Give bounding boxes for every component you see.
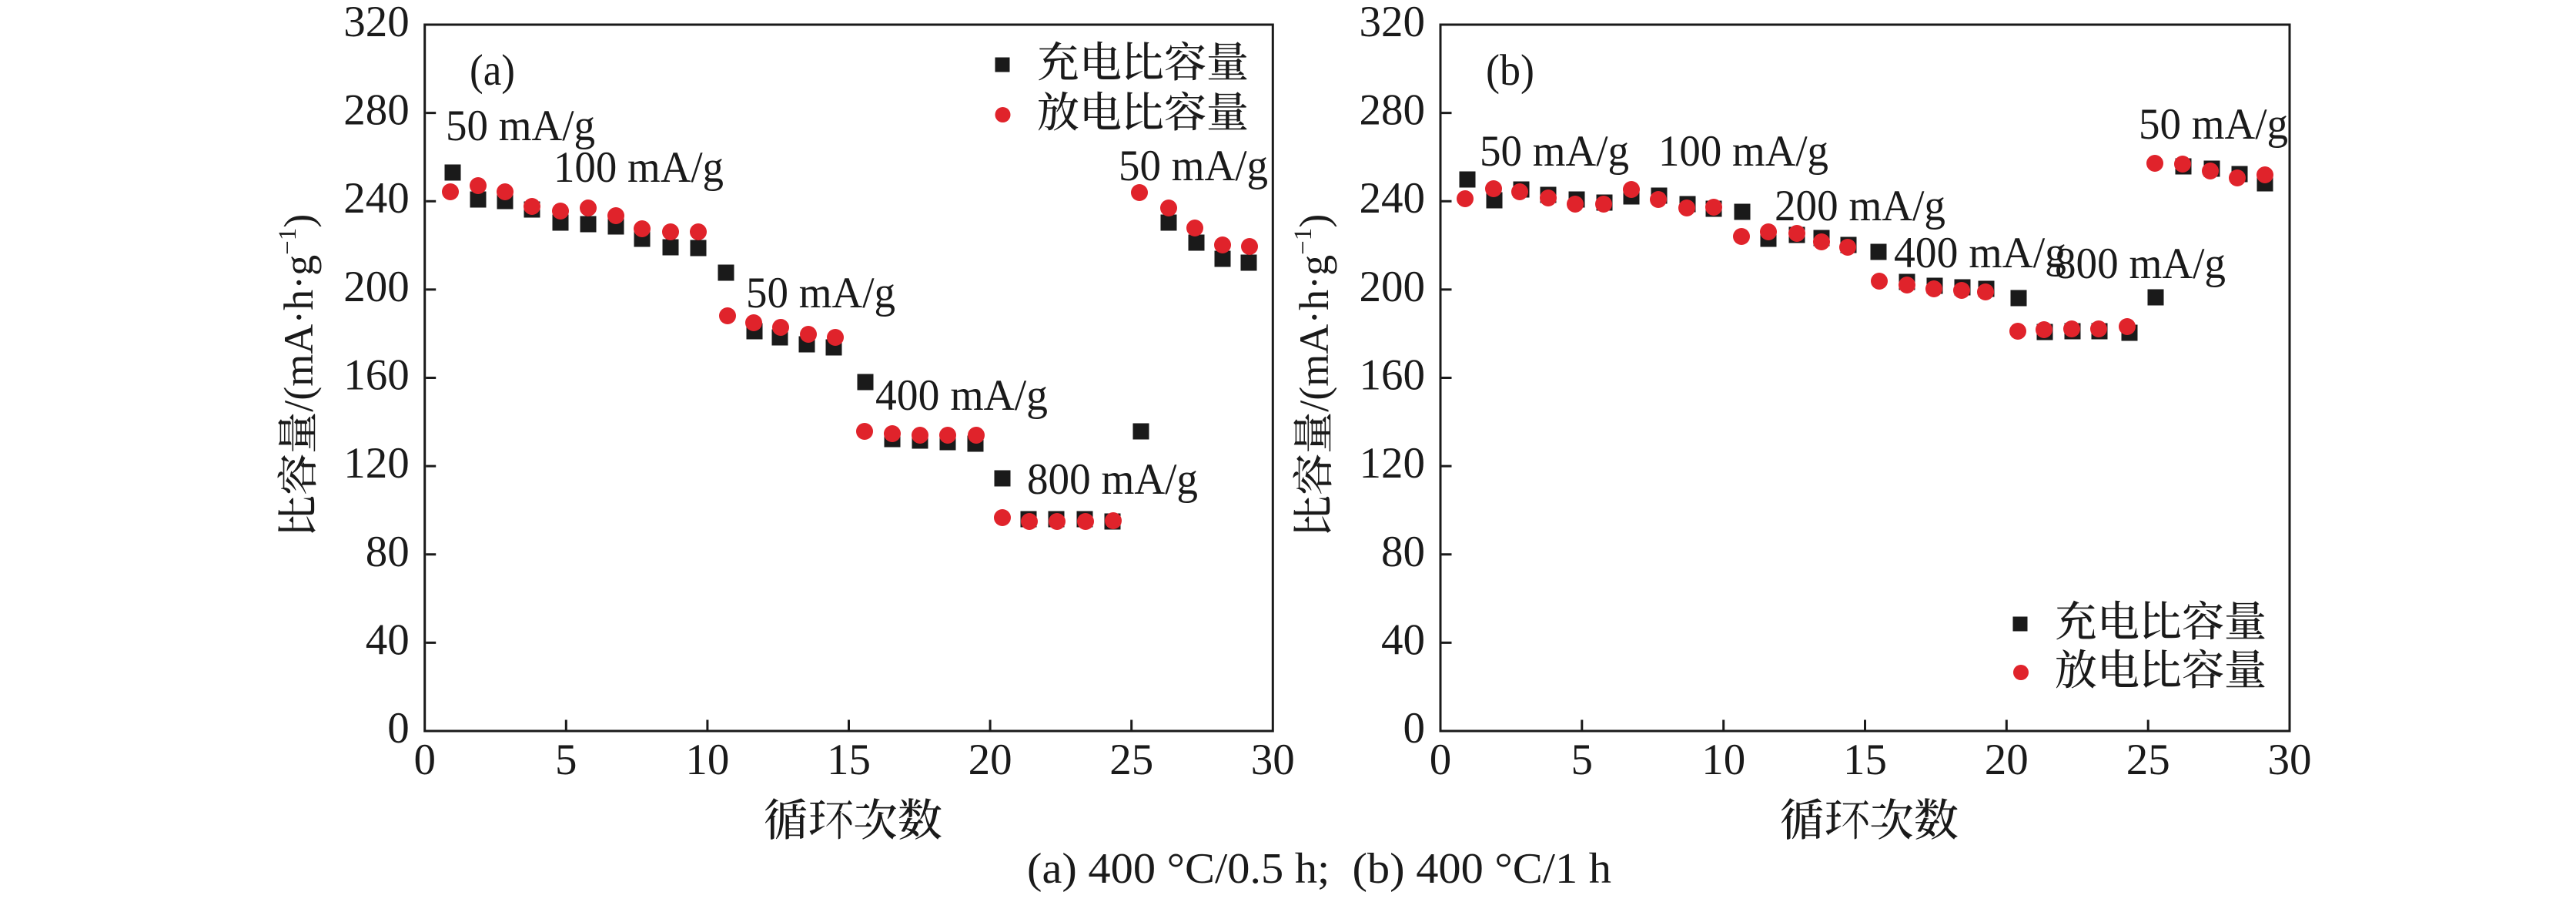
svg-text:50 mA/g: 50 mA/g [1480, 127, 1629, 176]
svg-text:25: 25 [1109, 736, 1153, 784]
svg-text:0: 0 [1403, 704, 1426, 753]
svg-text:15: 15 [1843, 736, 1887, 784]
svg-text:50 mA/g: 50 mA/g [2139, 100, 2288, 149]
svg-text:240: 240 [343, 174, 410, 223]
svg-text:400 mA/g: 400 mA/g [1894, 229, 2066, 277]
svg-text:0: 0 [1430, 736, 1452, 784]
svg-text:800 mA/g: 800 mA/g [2055, 240, 2226, 288]
svg-text:120: 120 [1360, 439, 1426, 488]
svg-text:0: 0 [413, 736, 436, 784]
svg-text:160: 160 [1360, 351, 1426, 400]
svg-text:5: 5 [1571, 736, 1594, 784]
svg-text:20: 20 [969, 736, 1012, 784]
svg-text:10: 10 [685, 736, 729, 784]
svg-text:160: 160 [343, 351, 410, 400]
svg-text:50 mA/g: 50 mA/g [446, 102, 595, 150]
svg-text:50 mA/g: 50 mA/g [746, 269, 895, 317]
svg-text:25: 25 [2126, 736, 2170, 784]
svg-text:(a): (a) [470, 46, 515, 95]
svg-text:400 mA/g: 400 mA/g [875, 371, 1048, 420]
svg-text:40: 40 [1381, 615, 1425, 664]
svg-text:5: 5 [555, 736, 577, 784]
svg-text:120: 120 [343, 439, 410, 488]
svg-text:30: 30 [2268, 736, 2312, 784]
svg-text:(b): (b) [1486, 46, 1534, 95]
svg-text:800 mA/g: 800 mA/g [1027, 455, 1198, 504]
svg-text:280: 280 [1360, 86, 1426, 135]
svg-text:100 mA/g: 100 mA/g [554, 143, 724, 192]
svg-text:50 mA/g: 50 mA/g [1119, 142, 1268, 190]
svg-text:320: 320 [1360, 0, 1426, 46]
svg-text:240: 240 [1360, 174, 1426, 223]
svg-text:80: 80 [366, 528, 410, 576]
svg-text:0: 0 [387, 704, 410, 753]
svg-text:10: 10 [1701, 736, 1745, 784]
svg-text:320: 320 [343, 0, 410, 46]
svg-text:100 mA/g: 100 mA/g [1658, 127, 1828, 176]
svg-text:30: 30 [1251, 736, 1295, 784]
svg-text:80: 80 [1381, 528, 1425, 576]
svg-text:200: 200 [1360, 263, 1426, 311]
svg-text:15: 15 [827, 736, 871, 784]
svg-text:280: 280 [343, 86, 410, 135]
svg-text:(a) 400 °C/0.5 h; (b) 400 °C/: (a) 400 °C/0.5 h; (b) 400 °C/1 h [1027, 845, 1611, 893]
svg-text:20: 20 [1985, 736, 2029, 784]
svg-text:200: 200 [343, 263, 410, 311]
svg-text:200 mA/g: 200 mA/g [1775, 182, 1945, 230]
svg-text:40: 40 [366, 615, 410, 664]
